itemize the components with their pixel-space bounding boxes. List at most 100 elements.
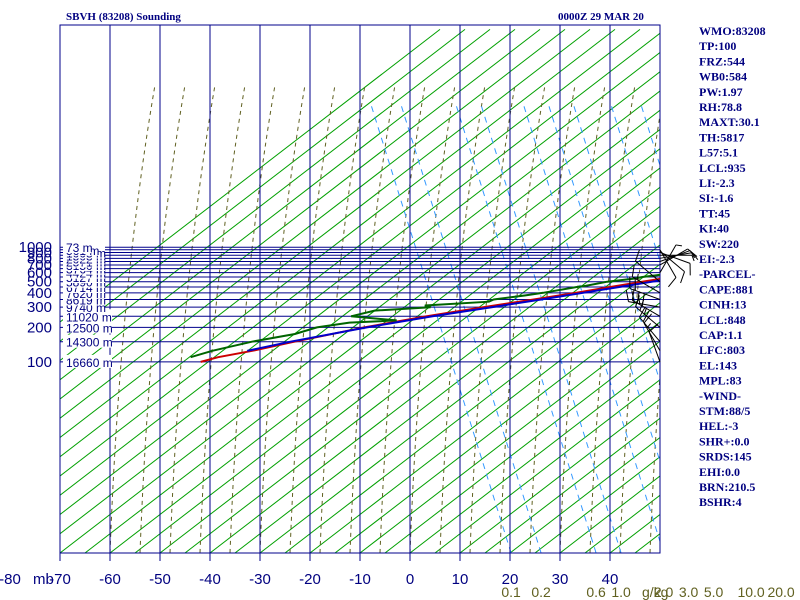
wind-barb-staff: [659, 250, 685, 273]
wind-barbs: [625, 244, 699, 363]
height-label: 73 m: [66, 241, 93, 255]
index-value: KI:40: [699, 222, 729, 236]
wind-barb-feather: [668, 277, 677, 288]
temperature-tick-label: -50: [149, 571, 171, 588]
mixing-ratio-line: [523, 104, 660, 544]
index-value: WB0:584: [699, 70, 747, 84]
parcel-line: [247, 279, 660, 352]
mixing-ratio-line: [400, 104, 542, 554]
mixing-ratio-lines: [370, 104, 660, 554]
mixing-ratio-label: 0.1: [501, 584, 521, 600]
index-value: SI:-1.6: [699, 191, 733, 205]
dry-adiabat-line: [60, 29, 641, 477]
moist-adiabat-line: [199, 84, 246, 554]
index-value: MPL:83: [699, 374, 742, 388]
dry-adiabat-line: [60, 29, 541, 400]
dry-adiabat-line: [60, 51, 660, 516]
wind-barb-feather: [631, 288, 635, 301]
dry-adiabat-line: [409, 359, 660, 554]
mixing-ratio-label: 0.2: [531, 584, 551, 600]
moist-adiabat-line: [589, 84, 636, 554]
temperature-tick-label: -80: [0, 571, 21, 588]
temperature-tick-label: -40: [199, 571, 221, 588]
sounding-time: 0000Z 29 MAR 20: [558, 11, 644, 23]
dry-adiabat-line: [60, 29, 616, 458]
index-value: HEL:-3: [699, 419, 738, 433]
wind-barb-feather: [643, 308, 647, 315]
mixing-ratio-label: 0.6: [586, 584, 606, 600]
pressure-tick-label: 700: [27, 257, 52, 274]
dry-adiabat-line: [60, 29, 566, 419]
height-label-bg: [63, 334, 112, 348]
index-value: RH:78.8: [699, 100, 742, 114]
mixing-ratio-line: [573, 104, 660, 384]
sounding-profiles: [190, 273, 660, 363]
wind-barb-feather: [687, 248, 698, 257]
dry-adiabat-line: [284, 263, 660, 554]
mixing-ratio-label: 2.0: [654, 584, 674, 600]
moist-adiabat-line: [379, 84, 426, 554]
mixing-ratio-line: [480, 104, 622, 554]
dry-adiabat-line: [60, 90, 660, 554]
wind-barb-staff: [635, 260, 661, 283]
height-label-bg: [63, 240, 91, 254]
adiabat-lines: [60, 29, 660, 554]
mixing-ratio-line: [370, 104, 512, 554]
index-value: CINH:13: [699, 298, 746, 312]
dry-adiabat-line: [60, 32, 660, 496]
temperature-tick-label: 30: [552, 571, 569, 588]
pressure-tick-label: 900: [27, 244, 52, 261]
pressure-unit-label: mb: [33, 571, 54, 588]
dry-adiabat-line: [184, 186, 660, 554]
wind-barb: [659, 248, 698, 266]
moist-adiabat-line: [559, 84, 606, 554]
moist-adiabat-line: [109, 84, 156, 554]
index-value: BSHR:4: [699, 495, 742, 509]
height-label: 16660 m: [66, 356, 113, 370]
temperature-tick-label: -30: [249, 571, 271, 588]
index-value: EHI:0.0: [699, 465, 740, 479]
mixing-ratio-label: 10.0: [737, 584, 764, 600]
index-value: LI:-2.3: [699, 176, 735, 190]
wind-barb: [629, 276, 661, 300]
wind-barb: [648, 323, 661, 363]
mixing-ratio-label: 3.0: [679, 584, 699, 600]
pressure-tick-label: 800: [27, 250, 52, 267]
wind-barb-feather: [638, 306, 646, 318]
dry-adiabat-line: [60, 29, 491, 362]
wind-barb: [638, 306, 661, 343]
height-label-bg: [63, 354, 112, 368]
wind-barb-feather: [631, 264, 635, 277]
wind-barb-staff: [648, 331, 661, 363]
wind-barb: [631, 264, 661, 294]
temperature-tick-label: 20: [502, 571, 519, 588]
pressure-tick-label: 1000: [19, 239, 52, 256]
temperature-tick-label: -70: [49, 571, 71, 588]
wind-barb-feather: [643, 313, 652, 324]
index-value: MAXT:30.1: [699, 115, 760, 129]
index-value: TT:45: [699, 206, 730, 220]
dry-adiabat-line: [159, 167, 660, 554]
wind-barb: [635, 249, 661, 283]
wind-barb-feather: [639, 299, 645, 311]
index-value: SRDS:145: [699, 450, 752, 464]
pressure-tick-label: 400: [27, 285, 52, 302]
dry-adiabat-line: [60, 29, 591, 439]
pressure-tick-label: 100: [27, 354, 52, 371]
pressure-tick-label: 600: [27, 265, 52, 282]
dry-adiabat-line: [134, 148, 660, 554]
index-value: PW:1.97: [699, 85, 743, 99]
wind-barb-feather: [691, 255, 695, 262]
index-value: TP:100: [699, 39, 736, 53]
index-value: LCL:935: [699, 161, 746, 175]
wind-barb-feather: [638, 297, 641, 304]
dry-adiabat-line: [109, 128, 660, 554]
index-value: STM:88/5: [699, 404, 750, 418]
index-value: CAP:1.1: [699, 328, 743, 342]
temperature-tick-label: 40: [602, 571, 619, 588]
dry-adiabat-line: [384, 340, 660, 554]
dry-adiabat-line: [534, 456, 660, 554]
mixing-ratio-line: [548, 104, 660, 464]
dry-adiabat-line: [459, 398, 660, 554]
